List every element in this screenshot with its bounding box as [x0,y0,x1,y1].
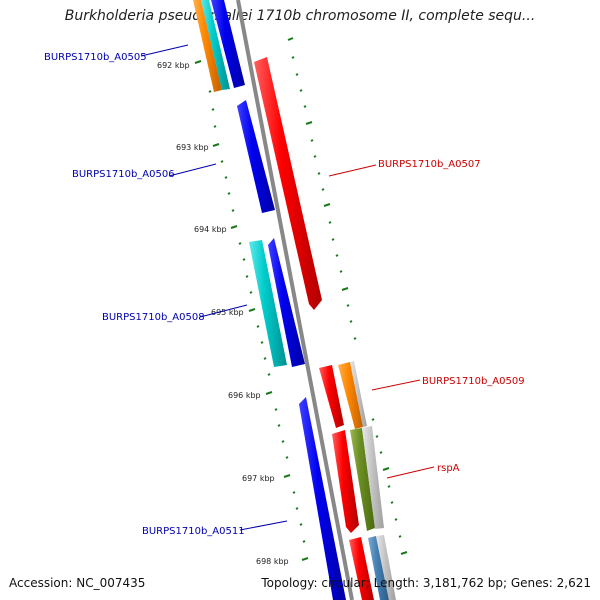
gene-gray-bottom[interactable] [376,535,396,600]
tick-label-698: 698 kbp [256,557,289,566]
gene-label-A0505: BURPS1710b_A0505 [44,52,147,63]
gene-label-A0507: BURPS1710b_A0507 [378,159,481,170]
gene-orange-top-left[interactable] [193,0,222,92]
gene-label-A0506: BURPS1710b_A0506 [72,169,175,180]
gene-rspA[interactable] [350,428,375,531]
gene-cyan-A0508[interactable] [249,240,287,367]
gene-gray-A0509[interactable] [350,361,367,427]
gene-A0511[interactable] [299,397,346,600]
gene-A0506[interactable] [237,100,275,213]
tick-label-696: 696 kbp [228,391,261,400]
gene-label-A0509: BURPS1710b_A0509 [422,376,525,387]
tick-label-692: 692 kbp [157,61,190,70]
tick-label-695: 695 kbp [211,308,244,317]
gene-label-A0508: BURPS1710b_A0508 [102,312,205,323]
gene-A0507[interactable] [254,57,322,310]
tick-marks-left [194,60,309,561]
tick-label-693: 693 kbp [176,143,209,152]
gene-steel-bottom[interactable] [368,536,389,600]
summary-text: Topology: circular; Length: 3,181,762 bp… [261,576,591,590]
tick-marks-right [287,37,408,555]
label-connectors [140,44,435,531]
gene-red-bottom[interactable] [349,537,374,600]
tick-label-697: 697 kbp [242,474,275,483]
gene-cyan-top-left[interactable] [201,0,230,90]
gene-red-rspA[interactable] [332,430,359,533]
gene-A0505[interactable] [211,0,245,88]
reverse-strand-features [193,0,346,600]
tick-label-694: 694 kbp [194,225,227,234]
gene-label-rspA: rspA [437,463,460,474]
accession-text: Accession: NC_007435 [9,576,146,590]
forward-strand-features [254,57,396,600]
sequence-title: Burkholderia pseudomallei 1710b chromoso… [64,8,536,24]
backbone-line [236,0,354,600]
gene-label-A0511: BURPS1710b_A0511 [142,526,245,537]
gene-A0508[interactable] [268,238,305,367]
gene-red-A0509-left[interactable] [319,365,344,428]
gene-orange-A0509[interactable] [338,362,363,429]
gene-gray-rspA[interactable] [362,426,384,529]
